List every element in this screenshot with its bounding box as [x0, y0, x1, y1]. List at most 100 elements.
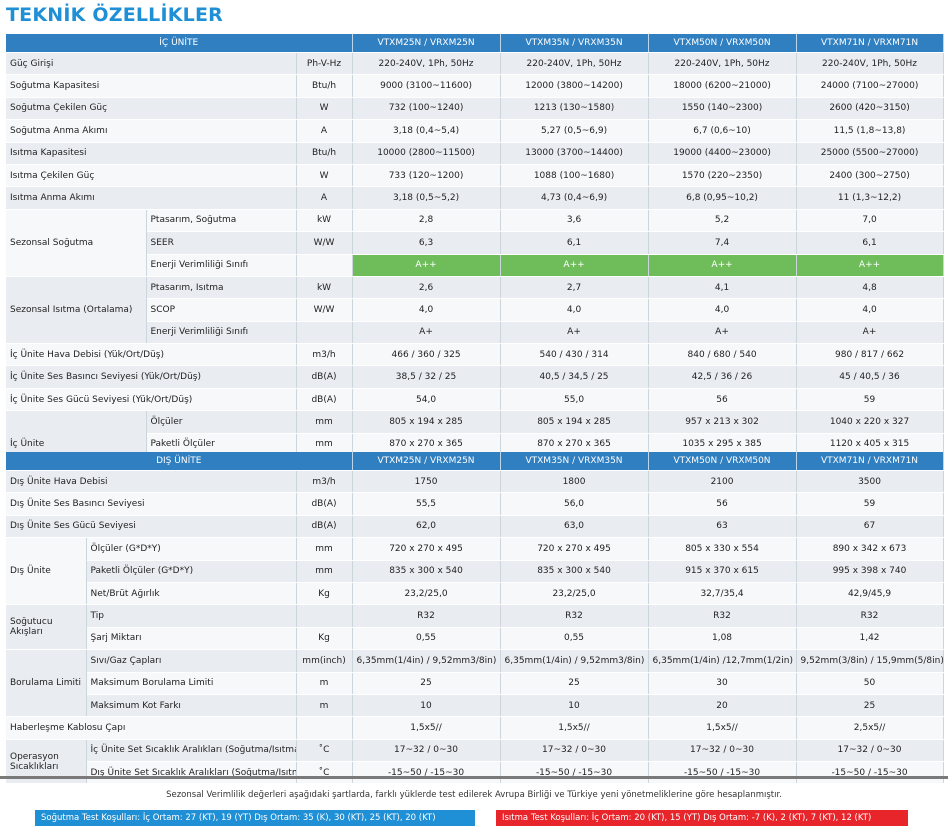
value-cell: R32	[352, 604, 501, 628]
value-cell: 3500	[796, 470, 944, 494]
value-cell: A+	[648, 321, 797, 345]
value-cell: 1,5x5//	[648, 716, 797, 740]
value-cell: 5,27 (0,5~6,9)	[500, 119, 649, 143]
page-title: TEKNİK ÖZELLİKLER	[6, 4, 224, 26]
outdoor-spec-table: DIŞ ÜNİTE VTXM25N / VRXM25N VTXM35N / VRXM…	[6, 452, 944, 785]
unit-cell	[296, 254, 353, 277]
value-cell: 19000 (4400~23000)	[648, 142, 797, 165]
value-cell: 6,35mm(1/4in) / 9,52mm3/8in)	[352, 649, 501, 673]
table-row: SEER W/W 6,3 6,1 7,4 6,1	[6, 231, 944, 255]
sub-label: Net/Brüt Ağırlık	[86, 582, 297, 606]
row-label: İç Ünite Ses Gücü Seviyesi (Yük/Ort/Düş)	[6, 388, 297, 412]
table-row: Borulama Limiti Sıvı/Gaz Çapları mm(inch) 6…	[6, 649, 944, 718]
value-cell: 466 / 360 / 325	[352, 343, 501, 367]
row-label: Dış Ünite Ses Gücü Seviyesi	[6, 515, 297, 539]
value-cell: R32	[500, 604, 649, 628]
table-row: Dış Ünite Ölçüler (G*D*Y) mm 720 x 270 x 49…	[6, 537, 944, 606]
model-header: VTXM35N / VRXM35N	[500, 34, 649, 53]
value-cell: 12000 (3800~14200)	[500, 74, 649, 98]
value-cell: 840 / 680 / 540	[648, 343, 797, 367]
value-cell: 9000 (3100~11600)	[352, 74, 501, 98]
sub-label: Sıvı/Gaz Çapları	[86, 649, 297, 673]
table-row: İÇ ÜNİTE VTXM25N / VRXM25N VTXM35N / VRXM3…	[6, 34, 944, 53]
table-row: DIŞ ÜNİTE VTXM25N / VRXM25N VTXM35N / VRXM…	[6, 452, 944, 471]
value-cell: 45 / 40,5 / 36	[796, 365, 944, 389]
sub-label: Ptasarım, Isıtma	[146, 276, 297, 300]
table-row: Dış Ünite Set Sıcaklık Aralıkları (Soğut…	[6, 761, 944, 785]
unit-cell: kW	[296, 276, 353, 300]
value-cell: 2400 (300~2750)	[796, 164, 944, 188]
model-header: VTXM71N / VRXM71N	[796, 452, 944, 471]
model-header: VTXM25N / VRXM25N	[352, 34, 501, 53]
table-row: Net/Brüt Ağırlık Kg 23,2/25,0 23,2/25,0 32,7…	[6, 582, 944, 606]
row-label: Isıtma Kapasitesi	[6, 142, 297, 165]
group-label: Dış Ünite	[6, 537, 87, 606]
value-cell: A++	[648, 254, 797, 277]
sub-label: Ptasarım, Soğutma	[146, 209, 297, 233]
unit-cell	[296, 321, 353, 345]
table-row: Isıtma Anma Akımı A 3,18 (0,5~5,2) 4,73 (0,…	[6, 186, 944, 210]
table-row: İç Ünite Ses Gücü Seviyesi (Yük/Ort/Düş)…	[6, 388, 944, 412]
table-row: İç Ünite Ses Basıncı Seviyesi (Yük/Ort/D…	[6, 365, 944, 389]
value-cell: 870 x 270 x 365	[352, 433, 501, 457]
table-row: Maksimum Kot Farkı m 10 10 20 25	[6, 694, 944, 718]
value-cell: 17~32 / 0~30	[352, 739, 501, 763]
divider	[0, 776, 948, 779]
model-header: VTXM50N / VRXM50N	[648, 34, 797, 53]
value-cell: 56	[648, 388, 797, 412]
value-cell: A++	[352, 254, 501, 277]
value-cell: A+	[796, 321, 944, 345]
sub-label: Dış Ünite Set Sıcaklık Aralıkları (Soğut…	[86, 761, 297, 785]
value-cell: 1213 (130~1580)	[500, 97, 649, 121]
table-row: Isıtma Çekilen Güç W 733 (120~1200) 1088 (1…	[6, 164, 944, 188]
unit-cell: W	[296, 97, 353, 121]
model-header: VTXM25N / VRXM25N	[352, 452, 501, 471]
sub-label: Maksimum Kot Farkı	[86, 694, 297, 718]
value-cell: 4,1	[648, 276, 797, 300]
value-cell: 23,2/25,0	[500, 582, 649, 606]
group-label: Sezonsal Isıtma (Ortalama)	[6, 276, 147, 345]
group-label: Borulama Limiti	[6, 649, 87, 718]
value-cell: 1800	[500, 470, 649, 494]
value-cell: 720 x 270 x 495	[500, 537, 649, 561]
value-cell: 732 (100~1240)	[352, 97, 501, 121]
value-cell: 3,18 (0,4~5,4)	[352, 119, 501, 143]
value-cell: 42,5 / 36 / 26	[648, 365, 797, 389]
unit-cell: dB(A)	[296, 515, 353, 539]
value-cell: R32	[648, 604, 797, 628]
value-cell: 4,8	[796, 276, 944, 300]
value-cell: 1550 (140~2300)	[648, 97, 797, 121]
unit-cell: W	[296, 164, 353, 188]
value-cell: 6,1	[500, 231, 649, 255]
model-header: VTXM71N / VRXM71N	[796, 34, 944, 53]
unit-cell: mm	[296, 537, 353, 561]
unit-cell: m	[296, 694, 353, 718]
group-label: Soğutucu Akışları	[6, 604, 87, 651]
sub-label: Paketli Ölçüler	[146, 433, 297, 457]
value-cell: 6,3	[352, 231, 501, 255]
unit-cell: kW	[296, 209, 353, 233]
table-row: Sezonsal Soğutma Ptasarım, Soğutma kW 2,8 3,…	[6, 209, 944, 277]
table-row: Isıtma Kapasitesi Btu/h 10000 (2800~11500)…	[6, 142, 944, 165]
value-cell: A+	[500, 321, 649, 345]
value-cell: 1,5x5//	[500, 716, 649, 740]
value-cell: A++	[796, 254, 944, 277]
sub-label: SCOP	[146, 298, 297, 322]
value-cell: 7,0	[796, 209, 944, 233]
unit-cell: W/W	[296, 231, 353, 255]
value-cell: 1120 x 405 x 315	[796, 433, 944, 457]
value-cell: A+	[352, 321, 501, 345]
sub-label: Ölçüler	[146, 410, 297, 434]
value-cell: 870 x 270 x 365	[500, 433, 649, 457]
value-cell: 5,2	[648, 209, 797, 233]
value-cell: 1088 (100~1680)	[500, 164, 649, 188]
value-cell: 4,73 (0,4~6,9)	[500, 186, 649, 210]
model-header: VTXM35N / VRXM35N	[500, 452, 649, 471]
unit-cell: dB(A)	[296, 388, 353, 412]
value-cell: 6,8 (0,95~10,2)	[648, 186, 797, 210]
unit-cell: Ph-V-Hz	[296, 52, 353, 76]
value-cell: 56	[648, 492, 797, 516]
value-cell: 1,5x5//	[352, 716, 501, 740]
value-cell: 2,7	[500, 276, 649, 300]
value-cell: 17~32 / 0~30	[500, 739, 649, 763]
